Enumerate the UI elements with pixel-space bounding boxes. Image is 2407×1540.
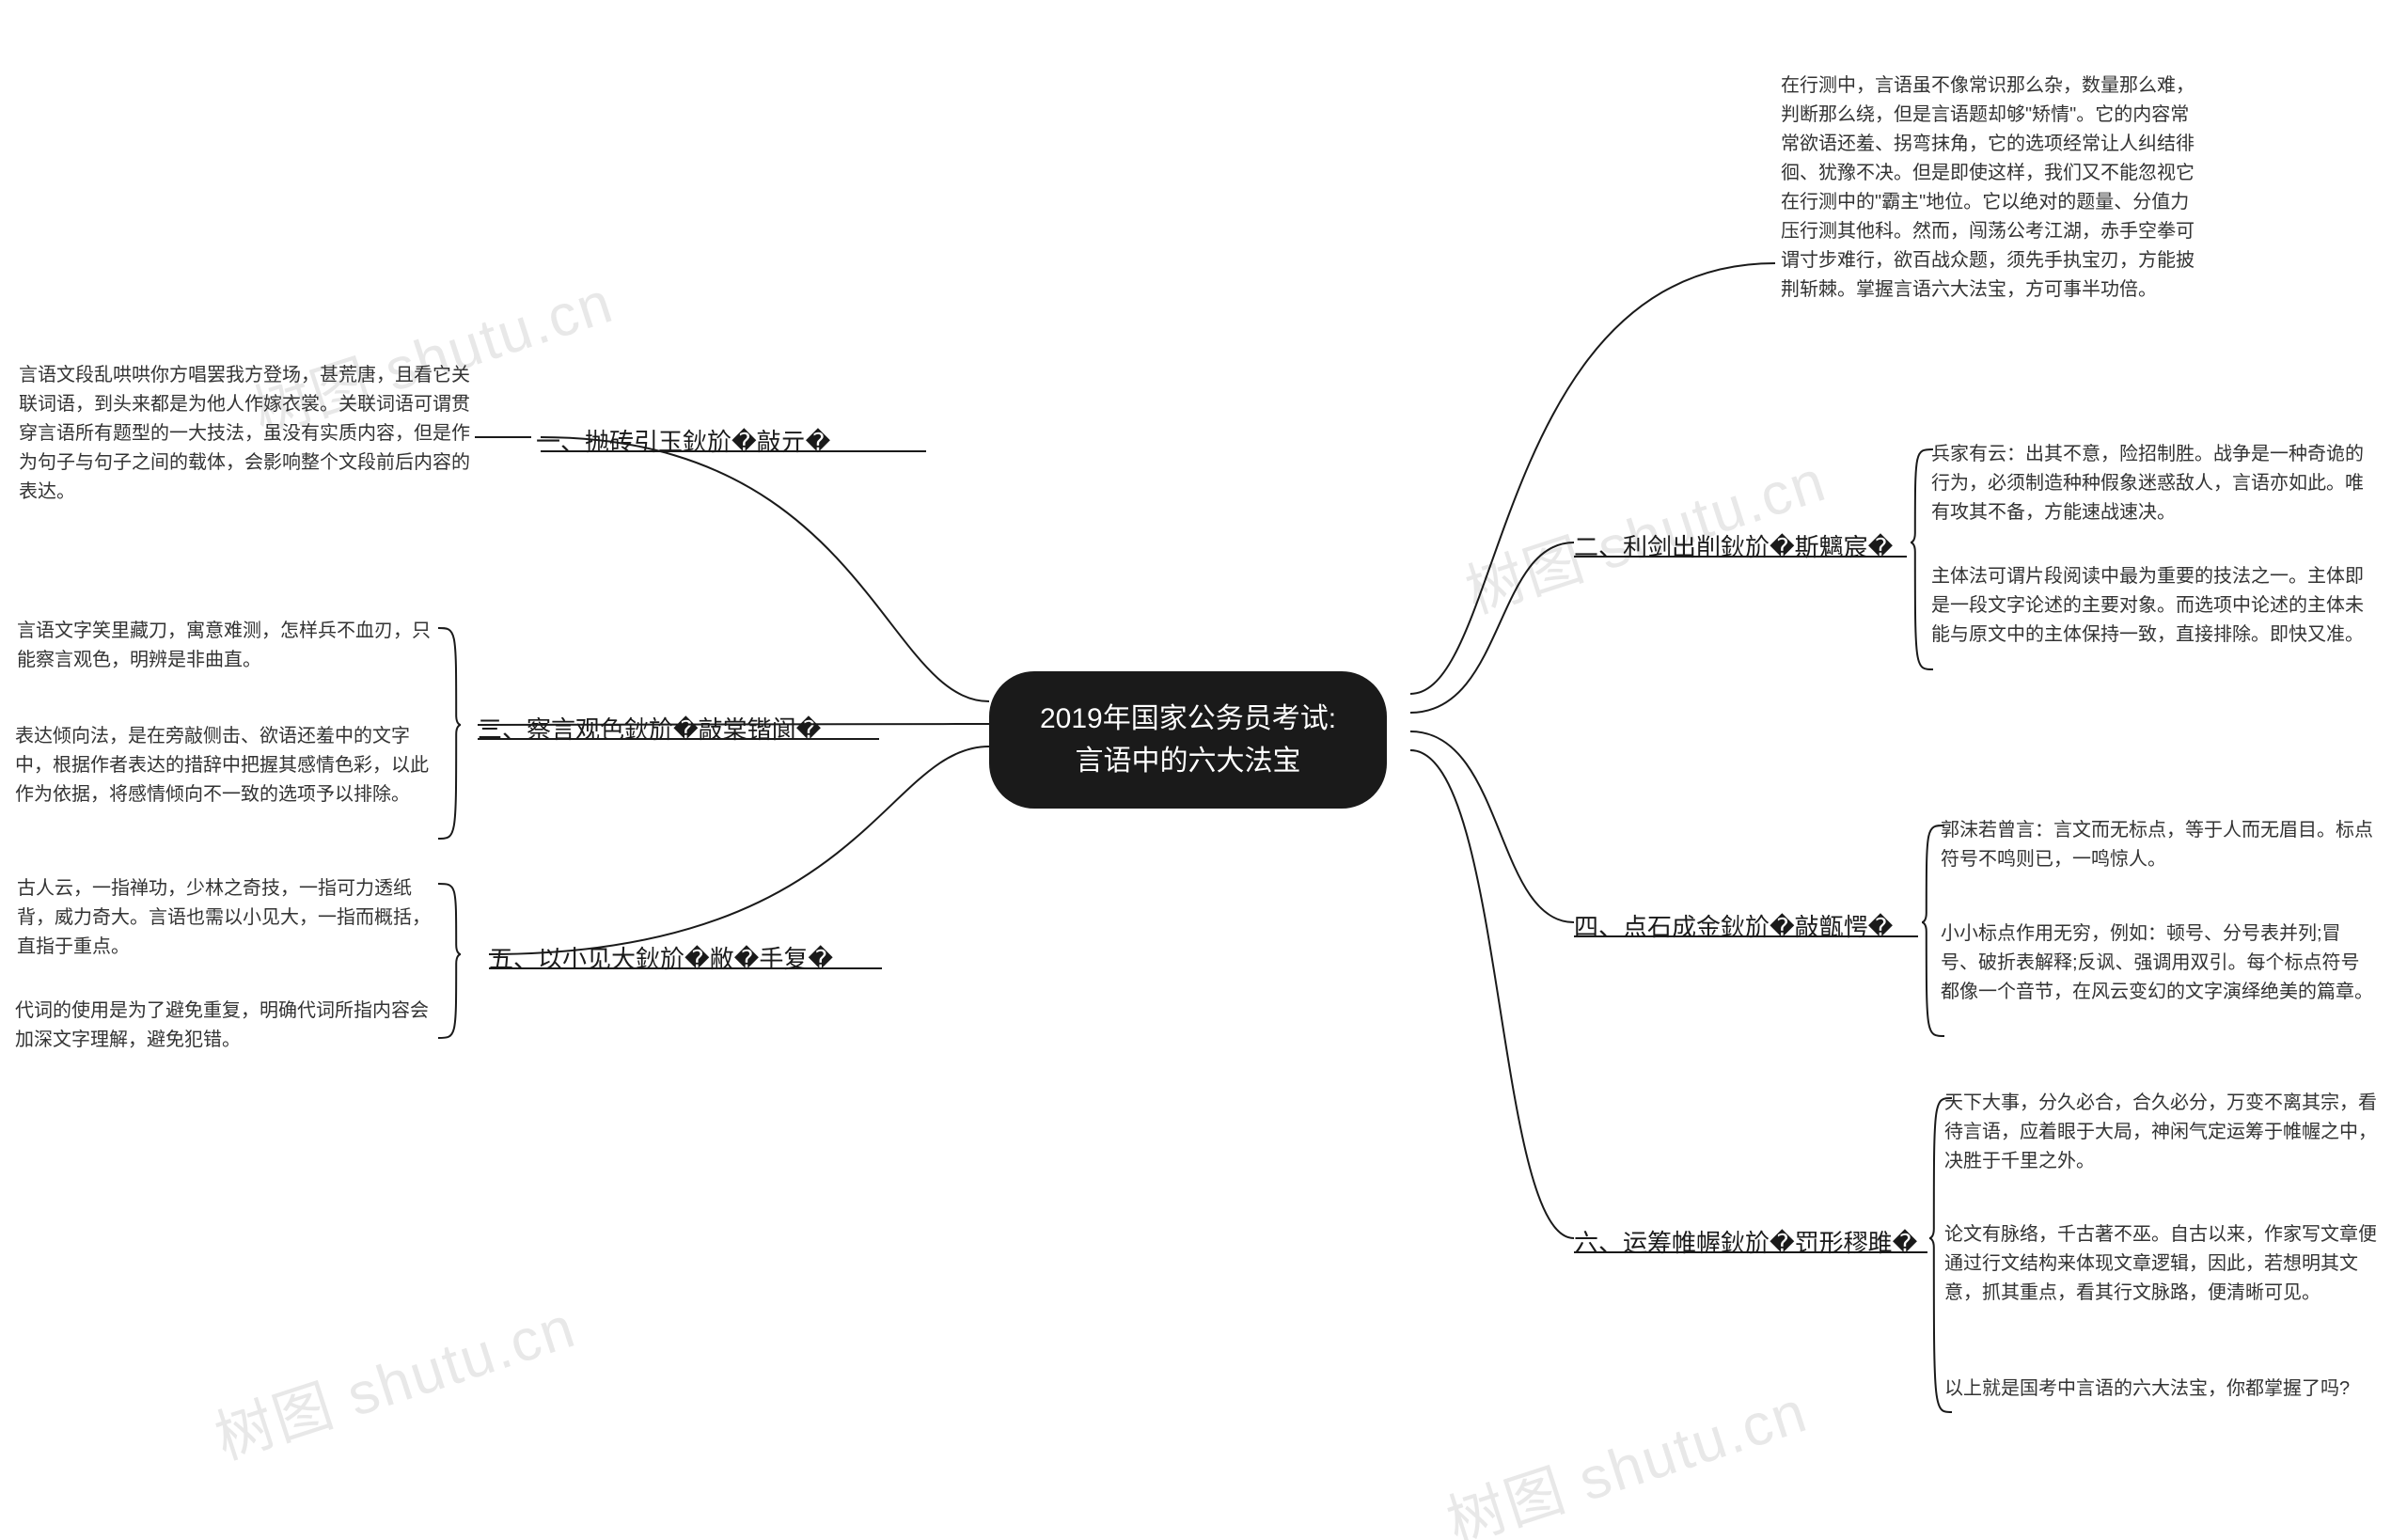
center-line1: 2019年国家公务员考试: (1040, 703, 1336, 734)
branch-4[interactable]: 四、点石成金鈥斺�敲甑愕� (1574, 908, 1893, 943)
edge-center-b2 (1410, 542, 1574, 713)
leaf-intro: 在行测中，言语虽不像常识那么杂，数量那么难，判断那么绕，但是言语题却够"矫情"。… (1781, 71, 2204, 305)
branch-5[interactable]: 五、以小见大鈥斺�敝�手复� (489, 940, 833, 975)
leaf-2b: 主体法可谓片段阅读中最为重要的技法之一。主体即是一段文字论述的主要对象。而选项中… (1931, 562, 2373, 650)
leaf-2a: 兵家有云：出其不意，险招制胜。战争是一种奇诡的行为，必须制造种种假象迷惑敌人，言… (1931, 440, 2373, 527)
leaf-6c: 以上就是国考中言语的六大法宝，你都掌握了吗? (1944, 1375, 2377, 1404)
watermark: 树图 shutu.cn (203, 1280, 585, 1475)
edge-center-intro (1410, 263, 1775, 694)
edge-center-b5 (489, 746, 989, 954)
branch-2[interactable]: 二、利剑出削鈥斺�斯魑宸� (1574, 528, 1893, 563)
center-line2: 言语中的六大法宝 (1076, 746, 1301, 777)
edge-center-b4 (1410, 731, 1574, 922)
leaf-3b: 表达倾向法，是在旁敲侧击、欲语还羞中的文字中，根据作者表达的措辞中把握其感情色彩… (15, 722, 444, 809)
mindmap-canvas: 树图 shutu.cn 树图 shutu.cn 树图 shutu.cn 树图 s… (0, 0, 2407, 1540)
leaf-3a: 言语文字笑里藏刀，寓意难测，怎样兵不血刃，只能察言观色，明辨是非曲直。 (17, 617, 442, 675)
leaf-5b: 代词的使用是为了避免重复，明确代词所指内容会加深文字理解，避免犯错。 (15, 997, 440, 1055)
branch-1[interactable]: 一、抛砖引玉鈥斺�敲亓� (536, 423, 830, 458)
bracket-2 (1911, 442, 1933, 677)
watermark: 树图 shutu.cn (1435, 1364, 1817, 1540)
leaf-5a: 古人云，一指禅功，少林之奇技，一指可力透纸背，威力奇大。言语也需以小见大，一指而… (17, 874, 442, 962)
edge-center-b1 (541, 437, 989, 701)
leaf-4b: 小小标点作用无穷，例如：顿号、分号表并列;冒号、破折表解释;反讽、强调用双引。每… (1941, 919, 2373, 1007)
leaf-6b: 论文有脉络，千古著不巫。自古以来，作家写文章便通过行文结构来体现文章逻辑，因此，… (1944, 1220, 2377, 1308)
branch-6[interactable]: 六、运筹帷幄鈥斺�罚形穋雎� (1574, 1224, 1917, 1259)
leaf-1a: 言语文段乱哄哄你方唱罢我方登场，甚荒唐，且看它关联词语，到头来都是为他人作嫁衣裳… (19, 361, 470, 507)
leaf-4a: 郭沫若曾言：言文而无标点，等于人而无眉目。标点符号不鸣则已，一鸣惊人。 (1941, 816, 2373, 874)
center-node[interactable]: 2019年国家公务员考试: 言语中的六大法宝 (989, 671, 1387, 809)
edge-center-b6 (1410, 750, 1574, 1238)
branch-3[interactable]: 三、察言观色鈥斺�敲棠锴阆� (478, 711, 821, 746)
leaf-6a: 天下大事，分久必合，合久必分，万变不离其宗，看待言语，应着眼于大局，神闲气定运筹… (1944, 1089, 2377, 1176)
